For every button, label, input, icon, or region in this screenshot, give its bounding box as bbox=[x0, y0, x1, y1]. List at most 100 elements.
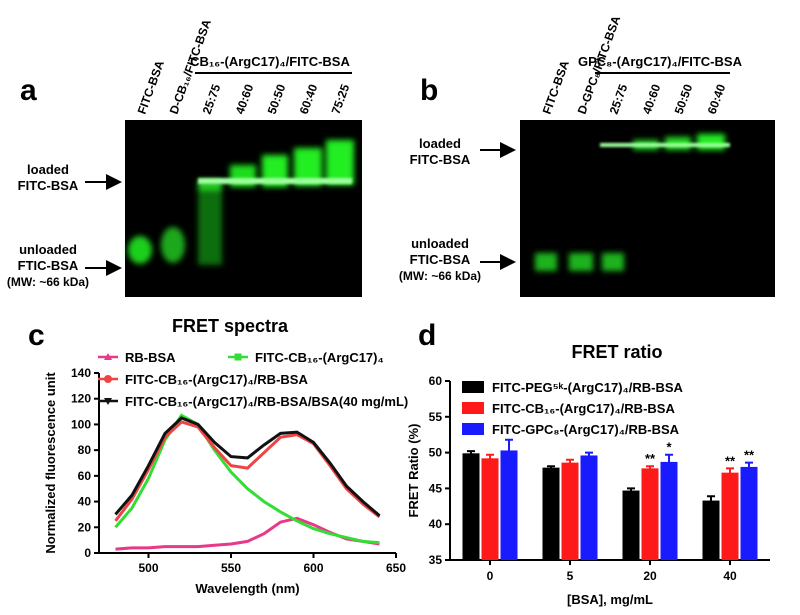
y-axis-label: Normalized fluorescence unit bbox=[43, 372, 58, 554]
legend-label: FITC-PEG⁵ᵏ-(ArgC17)₄/RB-BSA bbox=[492, 380, 683, 395]
error-bar bbox=[486, 453, 494, 462]
y-tick-label: 60 bbox=[429, 374, 443, 388]
legend-label: FITC-CB₁₆-(ArgC17)₄/RB-BSA bbox=[492, 401, 675, 416]
bar bbox=[721, 472, 739, 560]
gel-loaded-band bbox=[198, 178, 352, 184]
error-bar bbox=[627, 487, 635, 493]
legend-label: FITC-CB₁₆-(ArgC17)₄ bbox=[255, 350, 384, 365]
bar bbox=[660, 461, 678, 560]
band-label: (MW: ~66 kDa) bbox=[7, 275, 89, 289]
legend-swatch bbox=[462, 423, 484, 435]
x-axis-label: Wavelength (nm) bbox=[195, 581, 299, 596]
y-tick-label: 45 bbox=[429, 481, 443, 495]
legend-swatch bbox=[462, 381, 484, 393]
panel-letter: a bbox=[20, 74, 37, 107]
band-label: FTIC-BSA bbox=[18, 258, 79, 273]
legend-marker bbox=[104, 353, 112, 360]
y-tick-label: 140 bbox=[71, 366, 91, 380]
y-tick-label: 60 bbox=[78, 469, 92, 483]
x-tick-label: 500 bbox=[138, 561, 158, 575]
band-label: unloaded bbox=[411, 236, 469, 251]
bar bbox=[622, 490, 640, 560]
x-tick-label: 650 bbox=[386, 561, 406, 575]
y-axis-label: FRET Ratio (%) bbox=[406, 424, 421, 518]
error-bar bbox=[745, 461, 753, 472]
band-label: unloaded bbox=[19, 242, 77, 257]
lane-label: 60:40 bbox=[705, 82, 729, 116]
band-label: FITC-BSA bbox=[410, 152, 471, 167]
bar bbox=[641, 468, 659, 560]
legend-label: FITC-CB₁₆-(ArgC17)₄/RB-BSA bbox=[125, 372, 308, 387]
error-bar bbox=[566, 458, 574, 466]
x-tick-label: 40 bbox=[723, 569, 737, 583]
bar bbox=[740, 466, 758, 560]
series-line bbox=[114, 420, 381, 522]
lane-label: FITC-BSA bbox=[540, 58, 572, 116]
band-label: FITC-BSA bbox=[18, 178, 79, 193]
x-tick-label: 550 bbox=[221, 561, 241, 575]
error-bar bbox=[467, 450, 475, 456]
x-tick-label: 600 bbox=[303, 561, 323, 575]
bar bbox=[702, 500, 720, 560]
error-bar bbox=[585, 451, 593, 459]
band-label: (MW: ~66 kDa) bbox=[399, 269, 481, 283]
group-label: GPC₈-(ArgC17)₄/FITC-BSA bbox=[578, 54, 743, 69]
chart-title: FRET spectra bbox=[172, 316, 289, 336]
bar bbox=[500, 450, 518, 560]
x-axis-label: [BSA], mg/mL bbox=[567, 592, 653, 607]
x-tick-label: 0 bbox=[487, 569, 494, 583]
y-tick-label: 40 bbox=[78, 495, 92, 509]
lane-label: FITC-BSA bbox=[135, 58, 167, 116]
legend-label: FITC-CB₁₆-(ArgC17)₄/RB-BSA/BSA(40 mg/mL) bbox=[125, 394, 408, 409]
significance-label: * bbox=[666, 440, 672, 455]
legend-label: RB-BSA bbox=[125, 350, 176, 365]
x-tick-label: 20 bbox=[643, 569, 657, 583]
error-bar bbox=[547, 465, 555, 470]
lane-label: 40:60 bbox=[640, 82, 664, 116]
y-tick-label: 80 bbox=[78, 443, 92, 457]
legend-label: FITC-GPC₈-(ArgC17)₄/RB-BSA bbox=[492, 422, 680, 437]
gel-image bbox=[125, 120, 362, 297]
error-bar bbox=[707, 495, 715, 505]
panel-letter: d bbox=[418, 319, 436, 352]
chart-title: FRET ratio bbox=[571, 342, 662, 362]
y-tick-label: 50 bbox=[429, 446, 443, 460]
y-tick-label: 120 bbox=[71, 392, 91, 406]
y-tick-label: 0 bbox=[84, 546, 91, 560]
bar bbox=[580, 455, 598, 560]
significance-label: ** bbox=[645, 451, 656, 466]
x-tick-label: 5 bbox=[567, 569, 574, 583]
group-label: CB₁₆-(ArgC17)₄/FITC-BSA bbox=[190, 54, 350, 69]
lane-label: 50:50 bbox=[672, 82, 696, 116]
panel-letter: c bbox=[28, 319, 45, 352]
legend-marker bbox=[104, 398, 112, 405]
error-bar bbox=[505, 438, 513, 462]
lane-label: 60:40 bbox=[297, 82, 321, 116]
band-label: loaded bbox=[27, 162, 69, 177]
lane-label: 25:75 bbox=[607, 82, 631, 116]
lane-label: 50:50 bbox=[265, 82, 289, 116]
band-label: FTIC-BSA bbox=[410, 252, 471, 267]
error-bar bbox=[665, 453, 673, 470]
series-line bbox=[114, 413, 380, 545]
y-tick-label: 55 bbox=[429, 410, 443, 424]
y-tick-label: 35 bbox=[429, 553, 443, 567]
bar bbox=[542, 467, 560, 560]
significance-label: ** bbox=[744, 448, 755, 463]
lane-label: 75:25 bbox=[329, 82, 353, 116]
bar bbox=[462, 453, 480, 560]
bar bbox=[481, 458, 499, 560]
error-bar bbox=[726, 467, 734, 477]
bar bbox=[561, 462, 579, 560]
y-tick-label: 100 bbox=[71, 417, 91, 431]
gel-loaded-band bbox=[600, 143, 730, 147]
legend-swatch bbox=[462, 402, 484, 414]
y-tick-label: 40 bbox=[429, 517, 443, 531]
legend-marker bbox=[104, 375, 112, 383]
series-line bbox=[115, 516, 380, 551]
lane-label: 25:75 bbox=[200, 82, 224, 116]
band-label: loaded bbox=[419, 136, 461, 151]
y-tick-label: 20 bbox=[78, 520, 92, 534]
